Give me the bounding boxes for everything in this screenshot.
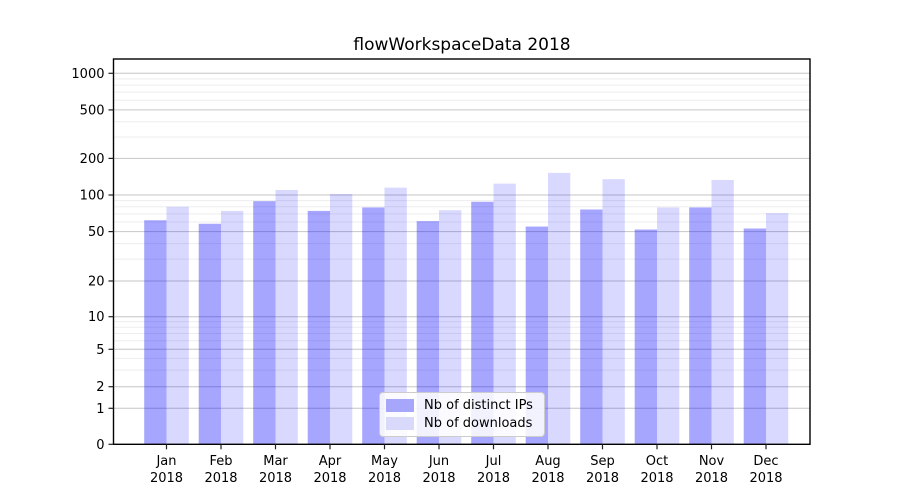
y-tick-label: 20 — [88, 275, 105, 290]
x-tick-label: May 2018 — [368, 454, 401, 486]
bar-downloads-feb — [221, 210, 244, 445]
bar-downloads-may — [384, 187, 407, 445]
y-tick-label: 1000 — [71, 67, 104, 82]
y-tick-label: 100 — [80, 189, 105, 204]
y-tick-label: 10 — [88, 310, 105, 325]
bar-downloads-oct — [657, 207, 680, 445]
y-tick-label: 0 — [96, 438, 104, 453]
x-tick-label: Oct 2018 — [640, 454, 673, 486]
legend-swatch-downloads — [386, 416, 414, 430]
bar-distinct-ips-feb — [198, 223, 221, 445]
x-tick-label: Jul 2018 — [477, 454, 510, 486]
bar-downloads-jan — [166, 206, 189, 445]
x-tick-label: Mar 2018 — [259, 454, 292, 486]
bar-downloads-sep — [602, 179, 625, 445]
x-tick-label: Jun 2018 — [422, 454, 455, 486]
y-tick-label: 200 — [80, 152, 105, 167]
bar-distinct-ips-jan — [144, 220, 167, 445]
bar-distinct-ips-oct — [634, 229, 657, 445]
bar-distinct-ips-jul — [471, 201, 494, 445]
bar-distinct-ips-apr — [307, 210, 330, 445]
x-tick-label: Feb 2018 — [204, 454, 237, 486]
legend-label-downloads: Nb of downloads — [424, 415, 533, 431]
y-tick-label: 500 — [80, 103, 105, 118]
bar-downloads-aug — [548, 172, 571, 445]
legend-swatch-distinct-ips — [386, 399, 414, 413]
y-tick-label: 2 — [96, 380, 104, 395]
bar-downloads-apr — [330, 193, 353, 445]
plot-border — [112, 58, 811, 445]
bar-downloads-jun — [439, 210, 462, 445]
bar-downloads-jul — [493, 183, 516, 445]
x-tick-label: Dec 2018 — [749, 454, 782, 486]
bar-distinct-ips-nov — [689, 207, 712, 445]
x-tick-label: Apr 2018 — [313, 454, 346, 486]
chart-title: flowWorkspaceData 2018 — [353, 35, 571, 55]
y-tick-label: 50 — [88, 225, 105, 240]
bar-distinct-ips-mar — [253, 201, 276, 445]
bar-distinct-ips-sep — [580, 209, 603, 445]
legend-label-distinct-ips: Nb of distinct IPs — [424, 398, 533, 414]
bar-distinct-ips-jun — [416, 221, 439, 445]
x-tick-label: Nov 2018 — [695, 454, 728, 486]
bar-downloads-mar — [275, 189, 298, 445]
bar-downloads-dec — [766, 213, 789, 445]
legend-item-downloads: Nb of downloads — [386, 415, 536, 431]
legend: Nb of distinct IPs Nb of downloads — [379, 392, 545, 437]
legend-item-distinct-ips: Nb of distinct IPs — [386, 398, 536, 414]
x-tick-label: Sep 2018 — [586, 454, 619, 486]
x-tick-label: Aug 2018 — [531, 454, 564, 486]
bar-distinct-ips-may — [362, 207, 385, 445]
bar-downloads-nov — [711, 179, 734, 445]
bar-distinct-ips-aug — [525, 226, 548, 445]
y-tick-label: 1 — [96, 402, 104, 417]
x-tick-label: Jan 2018 — [150, 454, 183, 486]
y-tick-label: 5 — [96, 343, 104, 358]
bar-distinct-ips-dec — [743, 228, 766, 445]
